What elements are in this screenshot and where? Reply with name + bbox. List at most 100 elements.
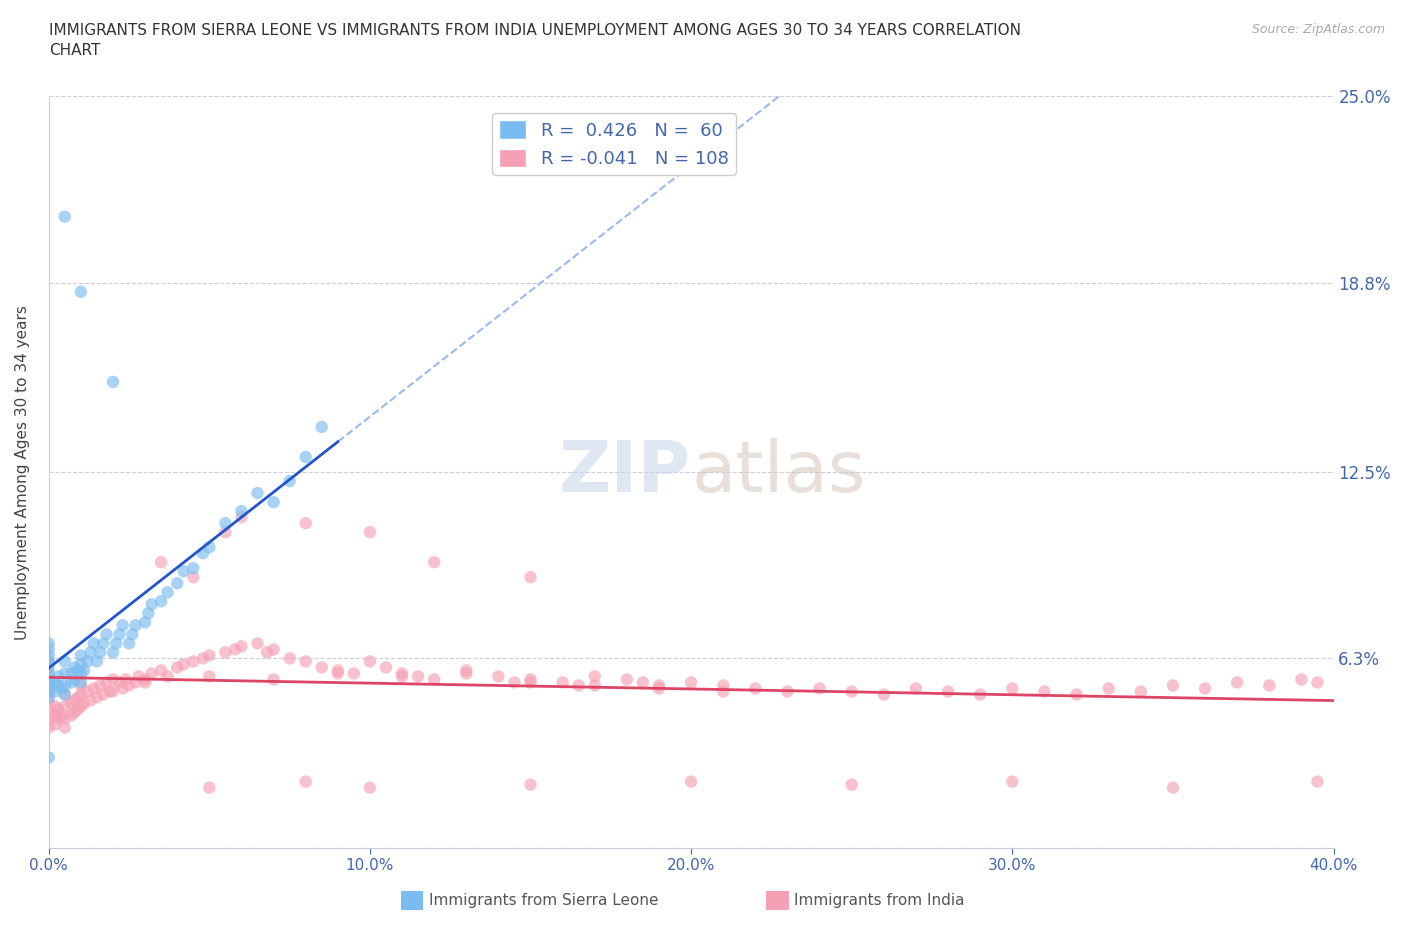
Point (53, 678, 76, 693)
Point (134, 615, 156, 630)
Point (1161, 678, 1184, 693)
Point (60, 666, 83, 681)
Text: Immigrants from Sierra Leone: Immigrants from Sierra Leone (429, 893, 658, 908)
Point (1161, 780, 1184, 795)
Point (214, 644, 236, 659)
Point (105, 636, 128, 651)
Point (38, 693, 60, 708)
Point (63, 693, 86, 708)
Point (326, 663, 349, 678)
Point (486, 669, 509, 684)
Point (1306, 675, 1329, 690)
Point (156, 669, 179, 684)
Point (93, 636, 115, 651)
Point (89, 644, 111, 659)
Point (63, 672, 86, 687)
Text: atlas: atlas (692, 438, 866, 507)
Legend: R =  0.426   N =  60, R = -0.041   N = 108: R = 0.426 N = 60, R = -0.041 N = 108 (492, 113, 735, 175)
Point (150, 555, 173, 570)
Point (63, 705, 86, 720)
Point (391, 666, 413, 681)
Point (231, 504, 253, 519)
Point (423, 672, 446, 687)
Point (631, 675, 654, 690)
Point (198, 780, 221, 795)
Point (44, 684, 66, 699)
Point (1291, 672, 1313, 687)
Point (294, 654, 316, 669)
Point (375, 660, 398, 675)
Point (456, 666, 478, 681)
Point (38, 751, 60, 765)
Point (111, 618, 134, 632)
Point (38, 711, 60, 726)
Point (841, 777, 863, 792)
Point (359, 525, 381, 539)
Point (101, 644, 124, 659)
Point (156, 585, 179, 600)
Point (1098, 681, 1121, 696)
Text: IMMIGRANTS FROM SIERRA LEONE VS IMMIGRANTS FROM INDIA UNEMPLOYMENT AMONG AGES 30: IMMIGRANTS FROM SIERRA LEONE VS IMMIGRAN… (49, 23, 1021, 58)
Point (246, 636, 269, 651)
Point (263, 495, 285, 510)
Point (73, 663, 96, 678)
Point (1258, 678, 1281, 693)
Point (48, 711, 70, 726)
Point (904, 681, 927, 696)
Point (711, 678, 734, 693)
Point (48, 678, 70, 693)
Point (66, 690, 89, 705)
Point (108, 627, 131, 642)
Point (114, 672, 136, 687)
Point (44, 717, 66, 732)
Point (616, 672, 638, 687)
Point (89, 678, 111, 693)
Point (711, 684, 734, 699)
Point (79, 644, 101, 659)
Point (181, 654, 204, 669)
Point (38, 672, 60, 687)
Point (70, 687, 93, 702)
Point (150, 663, 173, 678)
Point (76, 654, 98, 669)
Point (503, 675, 526, 690)
Point (73, 696, 96, 711)
Point (101, 672, 124, 687)
Point (263, 642, 285, 657)
Point (278, 651, 301, 666)
Point (38, 666, 60, 681)
Point (70, 678, 93, 693)
Point (173, 564, 195, 578)
Point (53, 687, 76, 702)
Point (86, 654, 108, 669)
Point (181, 561, 204, 576)
Point (246, 485, 269, 500)
Text: Immigrants from India: Immigrants from India (794, 893, 965, 908)
Point (53, 720, 76, 735)
Point (124, 618, 146, 632)
Point (278, 473, 301, 488)
Point (38, 684, 60, 699)
Point (70, 285, 93, 299)
Point (44, 699, 66, 714)
Point (1066, 687, 1088, 702)
Point (38, 654, 60, 669)
Point (60, 708, 83, 723)
Point (841, 684, 863, 699)
Point (38, 648, 60, 663)
Point (519, 777, 541, 792)
Y-axis label: Unemployment Among Ages 30 to 34 years: Unemployment Among Ages 30 to 34 years (15, 305, 30, 640)
Point (118, 678, 141, 693)
Point (568, 678, 591, 693)
Point (808, 681, 831, 696)
Text: ZIP: ZIP (558, 438, 692, 507)
Point (224, 642, 246, 657)
Point (96, 627, 118, 642)
Point (191, 546, 214, 561)
Point (648, 678, 671, 693)
Point (256, 644, 278, 659)
Point (128, 669, 150, 684)
Point (681, 675, 703, 690)
Point (294, 516, 316, 531)
Point (294, 449, 316, 464)
